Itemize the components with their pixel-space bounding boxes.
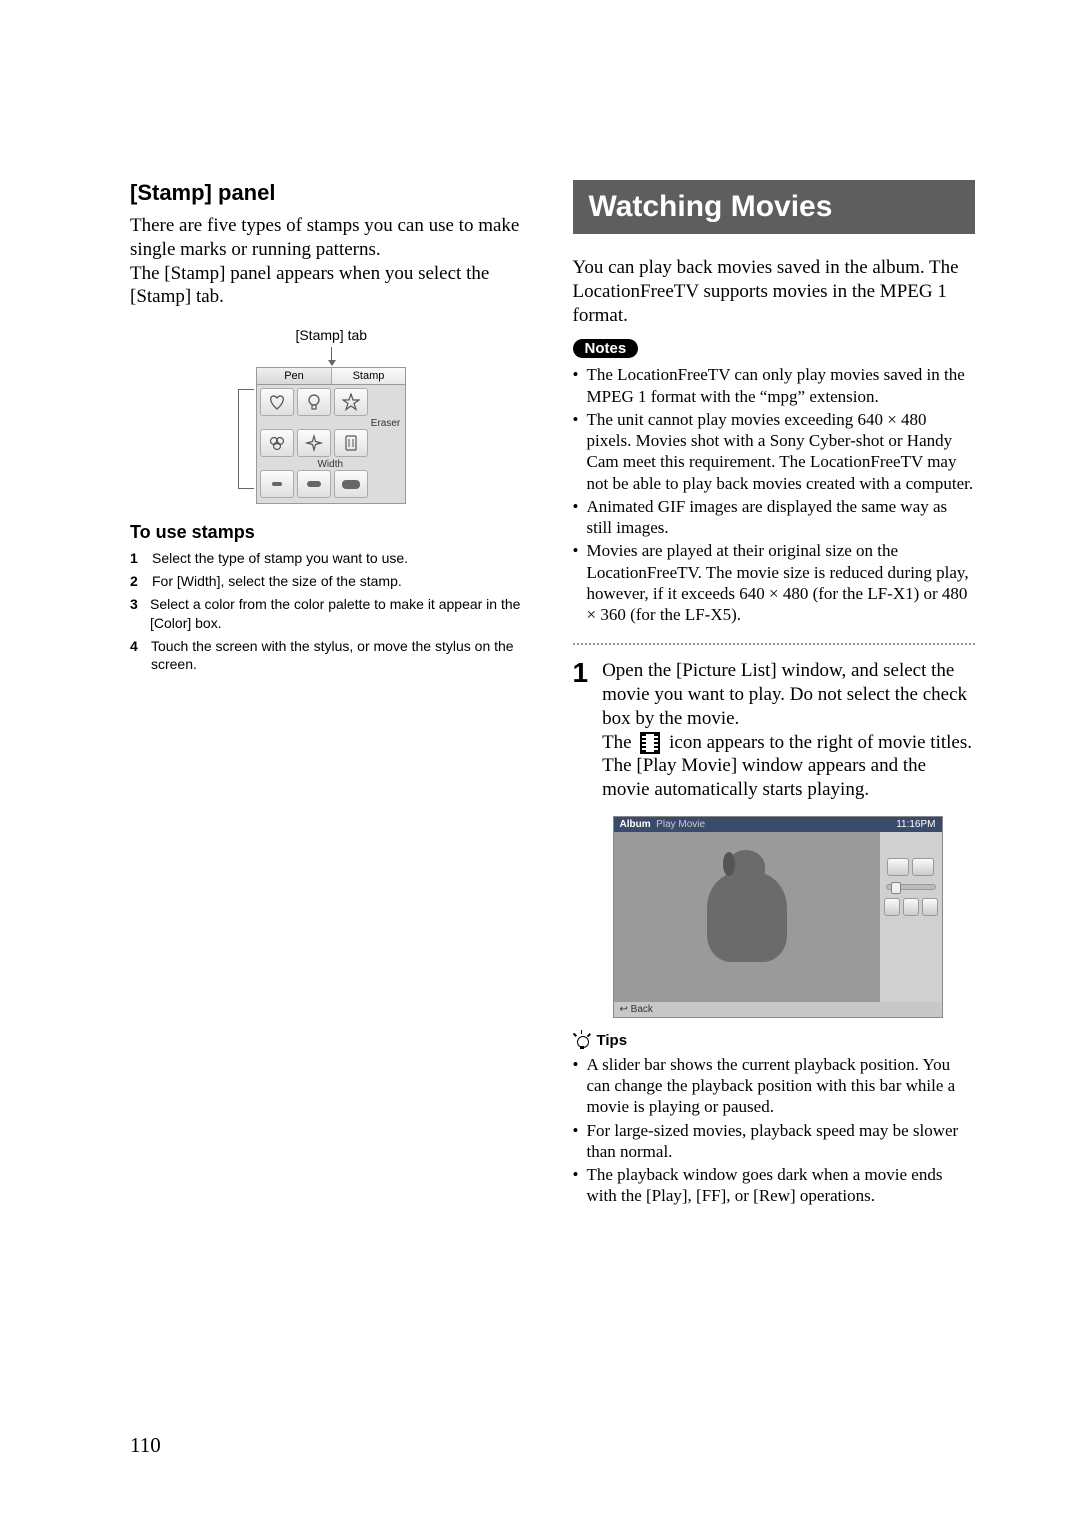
player-back-button[interactable]: ↩ Back — [614, 1002, 942, 1017]
step-text-b: The icon appears to the right of movie t… — [602, 731, 975, 755]
to-use-stamps-heading: To use stamps — [130, 522, 533, 543]
video-area — [614, 832, 880, 1002]
list-item: The playback window goes dark when a mov… — [573, 1164, 976, 1207]
dog-image-placeholder — [707, 872, 787, 962]
stamp-para-2: The [Stamp] panel appears when you selec… — [130, 262, 533, 310]
width-large-button[interactable] — [334, 470, 368, 498]
list-item: 1 Select the type of stamp you want to us… — [130, 549, 533, 568]
stamp-heart-icon[interactable] — [260, 388, 294, 416]
eraser-label: Eraser — [260, 418, 402, 429]
step-text: Select a color from the color palette to… — [150, 595, 532, 633]
rew-button[interactable] — [884, 898, 900, 916]
player-titlebar: Album Play Movie 11:16PM — [614, 817, 942, 832]
lightbulb-icon — [573, 1032, 591, 1050]
zoom-in-button[interactable] — [912, 858, 934, 876]
step-block: 1 Open the [Picture List] window, and se… — [573, 659, 976, 802]
play-movie-window: Album Play Movie 11:16PM — [613, 816, 943, 1018]
stamp-para-1: There are five types of stamps you can u… — [130, 214, 533, 262]
player-title-album: Album — [620, 819, 651, 830]
step-b-pre: The — [602, 732, 636, 753]
zoom-out-button[interactable] — [887, 858, 909, 876]
player-clock: 11:16PM — [896, 819, 935, 830]
list-item: The LocationFreeTV can only play movies … — [573, 364, 976, 407]
tab-pen[interactable]: Pen — [257, 368, 332, 384]
list-item: 2 For [Width], select the size of the sta… — [130, 572, 533, 591]
step-b-post: icon appears to the right of movie title… — [669, 732, 972, 753]
step-number: 1 — [130, 549, 144, 568]
page-number: 110 — [130, 1433, 161, 1458]
stamp-clover-icon[interactable] — [260, 429, 294, 457]
width-small-button[interactable] — [260, 470, 294, 498]
ff-button[interactable] — [922, 898, 938, 916]
stamp-panel-body: Eraser Width — [256, 384, 406, 504]
stamp-panel-figure: [Stamp] tab Pen Stamp Eraser Wi — [256, 327, 406, 504]
step-text: Touch the screen with the stylus, or mov… — [151, 637, 533, 675]
movies-intro: You can play back movies saved in the al… — [573, 256, 976, 327]
film-icon — [640, 732, 660, 754]
notes-label: Notes — [573, 339, 639, 358]
step-number: 4 — [130, 637, 143, 675]
notes-list: The LocationFreeTV can only play movies … — [573, 364, 976, 625]
bracket-line — [238, 389, 254, 489]
stamp-bulb-icon[interactable] — [297, 388, 331, 416]
playback-slider[interactable] — [886, 884, 936, 890]
stamp-tab-caption: [Stamp] tab — [256, 327, 406, 343]
tips-label: Tips — [597, 1032, 628, 1049]
use-stamps-steps: 1 Select the type of stamp you want to us… — [130, 549, 533, 674]
arrow-down-icon — [331, 347, 332, 365]
watching-movies-banner: Watching Movies — [573, 180, 976, 234]
stamp-sparkle-icon[interactable] — [297, 429, 331, 457]
width-label: Width — [260, 459, 402, 470]
eraser-button[interactable] — [334, 429, 368, 457]
list-item: The unit cannot play movies exceeding 64… — [573, 409, 976, 494]
dotted-divider — [573, 643, 976, 645]
step-text: For [Width], select the size of the stam… — [152, 572, 402, 591]
tips-list: A slider bar shows the current playback … — [573, 1054, 976, 1207]
player-title-play: Play Movie — [656, 819, 705, 830]
step-number: 2 — [130, 572, 144, 591]
width-medium-button[interactable] — [297, 470, 331, 498]
player-controls — [880, 832, 942, 1002]
tab-stamp[interactable]: Stamp — [332, 368, 406, 384]
tips-heading: Tips — [573, 1032, 976, 1050]
stamp-star-icon[interactable] — [334, 388, 368, 416]
list-item: 4Touch the screen with the stylus, or mo… — [130, 637, 533, 675]
stamp-tabs: Pen Stamp — [256, 367, 406, 384]
list-item: Animated GIF images are displayed the sa… — [573, 496, 976, 539]
big-step-number: 1 — [573, 659, 589, 802]
play-button[interactable] — [903, 898, 919, 916]
stamp-panel-heading: [Stamp] panel — [130, 180, 533, 206]
list-item: 3Select a color from the color palette t… — [130, 595, 533, 633]
step-number: 3 — [130, 595, 142, 633]
list-item: For large-sized movies, playback speed m… — [573, 1120, 976, 1163]
list-item: A slider bar shows the current playback … — [573, 1054, 976, 1118]
list-item: Movies are played at their original size… — [573, 540, 976, 625]
step-text: Select the type of stamp you want to use… — [152, 549, 408, 568]
step-text-c: The [Play Movie] window appears and the … — [602, 754, 975, 802]
step-text-a: Open the [Picture List] window, and sele… — [602, 659, 975, 730]
